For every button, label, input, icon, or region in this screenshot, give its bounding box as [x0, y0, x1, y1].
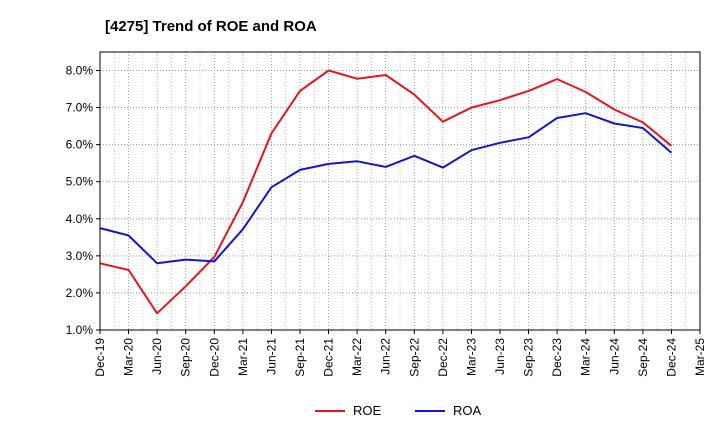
y-tick-label: 8.0% [66, 64, 94, 78]
x-tick-label: Mar-24 [579, 338, 593, 376]
y-tick-label: 3.0% [66, 249, 94, 263]
y-tick-label: 5.0% [66, 175, 94, 189]
series-line-roa [99, 112, 673, 265]
y-tick-label: 6.0% [66, 138, 94, 152]
x-tick-label: Mar-25 [693, 338, 707, 376]
x-tick-label: Dec-24 [664, 338, 678, 377]
plot-frame [99, 51, 701, 331]
x-tick-label: Mar-23 [464, 338, 478, 376]
x-tick-label: Jun-24 [607, 338, 621, 375]
x-axis: Dec-19 Mar-20 Jun-20 Sep-20 Dec-20 Mar-21 Jun-… [93, 330, 707, 377]
legend-label-roe: ROE [353, 403, 382, 418]
x-tick-label: Sep-22 [407, 338, 421, 377]
y-tick-label: 1.0% [66, 323, 94, 337]
chart-title: [4275] Trend of ROE and ROA [105, 18, 317, 35]
series-lines [99, 69, 673, 315]
y-tick-label: 2.0% [66, 286, 94, 300]
x-tick-label: Dec-23 [550, 338, 564, 377]
x-tick-label: Sep-20 [179, 338, 193, 377]
x-tick-label: Mar-22 [350, 338, 364, 376]
x-tick-label: Sep-23 [522, 338, 536, 377]
y-axis: 1.0% 2.0% 3.0% 4.0% 5.0% 6.0% 7.0% 8.0% [66, 64, 100, 337]
series-line-roe [99, 69, 673, 315]
y-tick-label: 7.0% [66, 101, 94, 115]
x-tick-label: Sep-21 [293, 338, 307, 377]
x-tick-label: Sep-24 [636, 338, 650, 377]
x-tick-label: Dec-21 [322, 338, 336, 377]
y-tick-label: 4.0% [66, 212, 94, 226]
x-tick-label: Mar-21 [236, 338, 250, 376]
x-tick-label: Jun-22 [379, 338, 393, 375]
x-tick-label: Jun-23 [493, 338, 507, 375]
legend: ROE ROA [315, 403, 482, 418]
legend-label-roa: ROA [453, 403, 482, 418]
x-tick-label: Mar-20 [122, 338, 136, 376]
x-tick-label: Dec-19 [93, 338, 107, 377]
x-tick-label: Dec-22 [436, 338, 450, 377]
x-tick-label: Jun-21 [264, 338, 278, 375]
gridlines [100, 52, 700, 330]
x-tick-label: Dec-20 [207, 338, 221, 377]
x-tick-label: Jun-20 [150, 338, 164, 375]
